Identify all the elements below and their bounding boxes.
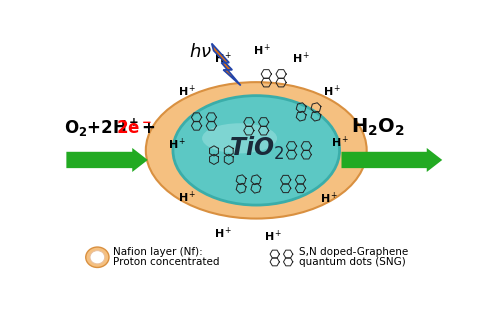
- Text: S,N doped-Graphene: S,N doped-Graphene: [299, 247, 408, 257]
- Ellipse shape: [202, 123, 277, 154]
- Text: $\mathbf{2e^-}$: $\mathbf{2e^-}$: [116, 119, 152, 137]
- Text: H$^+$: H$^+$: [214, 226, 233, 241]
- Ellipse shape: [90, 251, 104, 264]
- FancyArrow shape: [66, 148, 148, 172]
- Text: Nafion layer (Nf):: Nafion layer (Nf):: [113, 247, 202, 257]
- Ellipse shape: [86, 247, 109, 267]
- Text: H$^+$: H$^+$: [264, 229, 283, 245]
- Text: quantum dots (SNG): quantum dots (SNG): [299, 257, 406, 267]
- Text: H$^+$: H$^+$: [332, 134, 350, 149]
- Ellipse shape: [146, 82, 366, 219]
- Ellipse shape: [173, 96, 340, 205]
- Text: Proton concentrated: Proton concentrated: [113, 257, 220, 267]
- Text: H$^+$: H$^+$: [178, 190, 197, 205]
- Text: $h\nu$: $h\nu$: [188, 43, 212, 61]
- FancyArrow shape: [342, 148, 442, 172]
- Text: H$^+$: H$^+$: [168, 137, 186, 152]
- Text: H$^+$: H$^+$: [178, 84, 197, 99]
- Text: H$^+$: H$^+$: [214, 50, 233, 66]
- Text: H$^+$: H$^+$: [292, 50, 310, 66]
- Text: $\mathbf{O_2{+}2H^+{+}}$: $\mathbf{O_2{+}2H^+{+}}$: [64, 116, 156, 139]
- Text: H$^+$: H$^+$: [320, 191, 338, 206]
- Polygon shape: [212, 43, 241, 85]
- Text: H$^+$: H$^+$: [322, 84, 341, 99]
- Text: $\mathbf{H_2O_2}$: $\mathbf{H_2O_2}$: [352, 117, 405, 138]
- Text: H$^+$: H$^+$: [253, 43, 272, 58]
- Text: TiO$_2$: TiO$_2$: [228, 134, 284, 162]
